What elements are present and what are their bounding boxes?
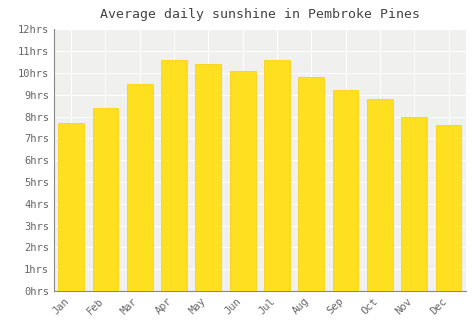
Bar <box>401 117 427 291</box>
Bar <box>264 60 290 291</box>
Bar <box>436 125 461 291</box>
Bar <box>127 84 153 291</box>
Bar <box>195 64 221 291</box>
Bar <box>299 77 324 291</box>
Bar <box>58 123 84 291</box>
Bar <box>230 71 255 291</box>
Bar <box>333 90 358 291</box>
Bar <box>161 60 187 291</box>
Bar <box>367 99 393 291</box>
Title: Average daily sunshine in Pembroke Pines: Average daily sunshine in Pembroke Pines <box>100 8 420 21</box>
Bar <box>92 108 118 291</box>
